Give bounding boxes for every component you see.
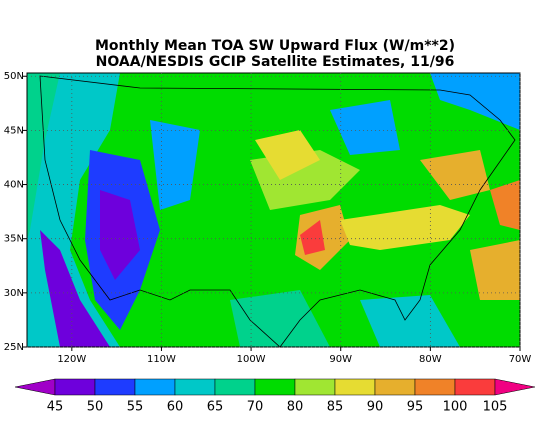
x-tick-label: 120W	[57, 354, 86, 365]
colorbar-label: 100	[443, 400, 468, 415]
y-tick-label: 25N	[4, 342, 24, 353]
colorbar-box	[94, 378, 136, 396]
colorbar-box	[454, 378, 496, 396]
y-tick-label: 45N	[4, 125, 24, 136]
colorbar-box	[334, 378, 376, 396]
colorbar-box	[174, 378, 216, 396]
colorbar-label: 55	[127, 400, 144, 415]
colorbar-box	[294, 378, 336, 396]
colorbar-label: 45	[47, 400, 64, 415]
colorbar-box	[134, 378, 176, 396]
colorbar-box	[254, 378, 296, 396]
y-tick-label: 35N	[4, 234, 24, 245]
colorbar-box	[54, 378, 96, 396]
x-tick-label: 70W	[509, 354, 532, 365]
colorbar-label: 65	[207, 400, 224, 415]
flux-field	[27, 73, 520, 347]
y-tick-label: 40N	[4, 180, 24, 191]
x-tick-label: 100W	[237, 354, 266, 365]
colorbar-label: 80	[287, 400, 304, 415]
x-tick-label: 90W	[329, 354, 352, 365]
colorbar-triangle	[494, 378, 536, 396]
colorbar-label: 85	[327, 400, 344, 415]
colorbar-label: 70	[247, 400, 264, 415]
colorbar-label: 60	[167, 400, 184, 415]
y-tick-label: 50N	[4, 71, 24, 82]
colorbar-label: 105	[483, 400, 508, 415]
x-tick-label: 110W	[147, 354, 176, 365]
colorbar-box	[214, 378, 256, 396]
colorbar-label: 95	[407, 400, 424, 415]
subtitle: NOAA/NESDIS GCIP Satellite Estimates, 11…	[96, 54, 455, 70]
coastline	[39, 75, 516, 348]
colorbar-label: 50	[87, 400, 104, 415]
colorbar-label: 90	[367, 400, 384, 415]
colorbar-box	[374, 378, 416, 396]
title: Monthly Mean TOA SW Upward Flux (W/m**2)	[95, 38, 455, 54]
x-tick-label: 80W	[419, 354, 442, 365]
y-tick-label: 30N	[4, 288, 24, 299]
colorbar-triangle	[14, 378, 56, 396]
colorbar-box	[414, 378, 456, 396]
